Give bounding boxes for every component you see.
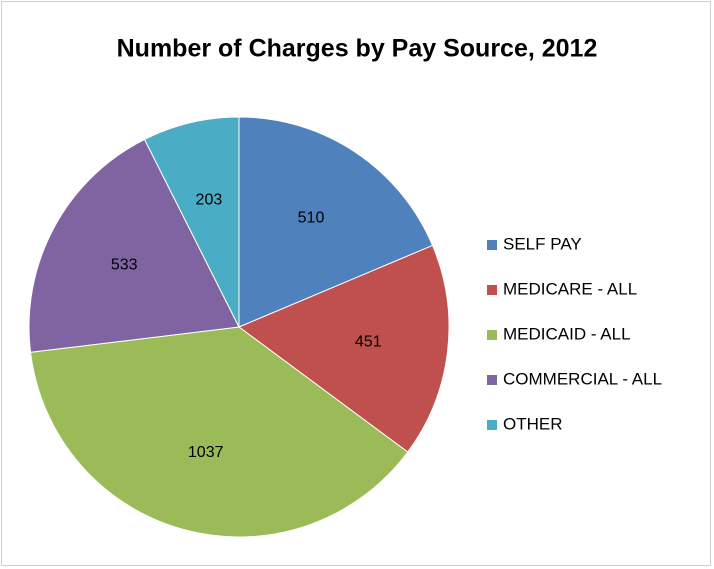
legend-label: MEDICARE - ALL: [503, 279, 637, 298]
legend-label: MEDICAID - ALL: [503, 324, 631, 343]
pie-slice: [28, 138, 240, 353]
pie-slice: [238, 116, 434, 328]
data-label: 451: [355, 334, 382, 351]
legend-label: OTHER: [503, 414, 563, 433]
legend-swatch: [487, 240, 497, 250]
pie-slice: [143, 116, 240, 328]
legend-swatch: [487, 375, 497, 385]
pie-slice: [237, 244, 450, 453]
legend-swatch: [487, 285, 497, 295]
data-label: 203: [196, 192, 223, 209]
pie-slice: [29, 326, 409, 538]
chart-title: Number of Charges by Pay Source, 2012: [117, 35, 598, 63]
legend-label: COMMERCIAL - ALL: [503, 369, 662, 388]
data-label: 1037: [188, 444, 224, 461]
data-label: 510: [298, 210, 325, 227]
legend-swatch: [487, 330, 497, 340]
legend-label: SELF PAY: [503, 234, 582, 253]
data-label: 533: [111, 257, 138, 274]
legend-swatch: [487, 420, 497, 430]
